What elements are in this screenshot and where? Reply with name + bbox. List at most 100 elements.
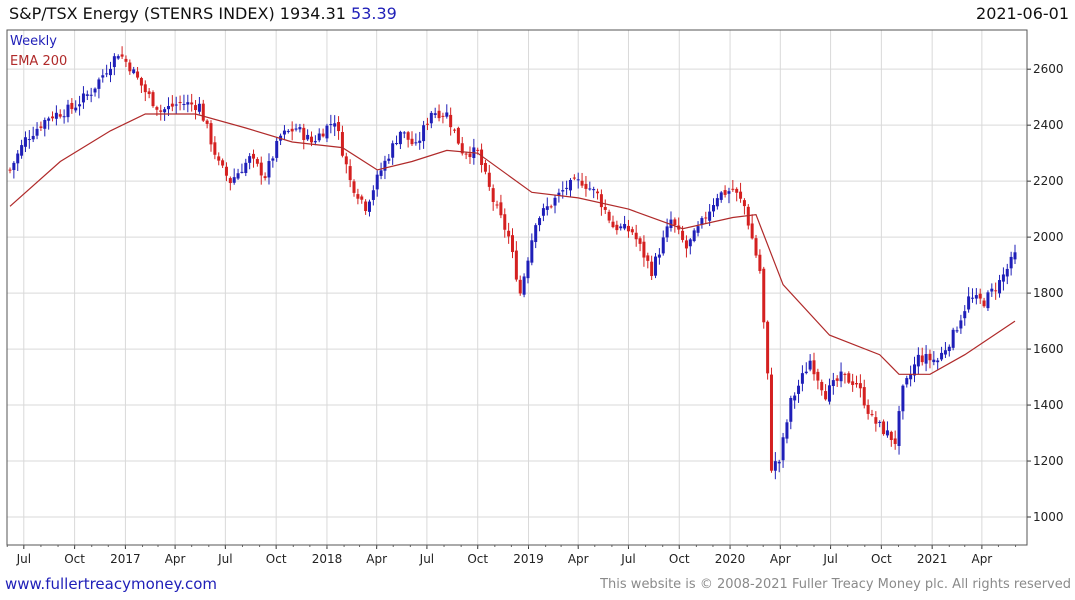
candle-body [596,191,600,194]
candle-body [592,189,596,191]
candle-body [754,238,758,256]
x-tick-label: Jul [419,552,434,566]
candle-body [39,126,43,128]
candle-body [360,196,364,200]
candle-body [793,395,797,401]
candle-body [990,288,994,292]
candle-body [487,172,491,187]
candle-body [700,218,704,225]
candle-body [681,230,685,240]
candle-body [885,430,889,436]
candle-body [352,181,356,193]
candle-body [317,133,321,141]
candle-body [804,371,808,374]
site-link[interactable]: www.fullertreacymoney.com [5,575,218,593]
candle-body [364,201,368,212]
candle-body [831,380,835,387]
candle-body [383,160,387,171]
candle-body [669,219,673,229]
candle-body [708,211,712,221]
candle-body [665,226,669,238]
candle-body [951,329,955,348]
candle-body [762,268,766,323]
candle-body [325,125,329,139]
candle-body [93,88,97,93]
title-text: S&P/TSX Energy (STENRS INDEX) 1934.31 [9,4,346,23]
candle-body [410,138,414,145]
candle-body [855,383,859,385]
candle-body [967,296,971,310]
x-tick-label: Oct [871,552,892,566]
candle-body [970,297,974,299]
chart-title: S&P/TSX Energy (STENRS INDEX) 1934.31 53… [9,4,397,23]
candle-body [1009,256,1013,269]
candle-body [696,226,700,233]
candle-body [453,129,457,131]
candle-body [866,405,870,414]
candle-body [429,112,433,124]
y-tick-label: 2200 [1033,174,1064,188]
candle-body [290,128,294,132]
candle-body [731,188,735,190]
candle-body [422,125,426,142]
candle-body [913,364,916,376]
candle-body [882,421,886,435]
candle-body [959,320,963,329]
candle-body [333,123,337,127]
candle-body [553,197,557,206]
candle-body [391,143,395,158]
candle-body [8,169,12,171]
candle-body [619,226,623,229]
candle-body [47,118,51,121]
candle-body [518,279,522,294]
candle-body [263,176,267,179]
y-tick-label: 2400 [1033,118,1064,132]
y-tick-label: 1200 [1033,454,1064,468]
candle-body [418,140,422,143]
candle-body [313,141,317,143]
x-tick-label: Apr [165,552,186,566]
candle-body [109,68,112,76]
candle-body [398,131,402,145]
candle-body [221,160,225,166]
candle-body [777,461,781,464]
candle-body [750,223,754,239]
ema-line-group [9,113,1016,375]
candle-body [178,102,182,104]
candle-body [213,142,217,155]
candle-body [456,127,460,144]
candle-body [630,229,634,233]
x-tick-label: Jul [620,552,635,566]
candle-body [940,352,944,360]
candle-body [375,174,379,190]
candle-body [565,187,569,189]
axes: 1000 1200 1400 1600 1800 2000 2200 2400 2600 Jul O… [6,29,1064,566]
x-tick-label: Jul [822,552,837,566]
candle-body [166,105,170,110]
candle-body [947,346,951,352]
candle-body [120,54,124,57]
candle-body [414,142,418,144]
candle-body [654,256,658,276]
candle-body [538,218,542,226]
candle-body [499,202,503,216]
candle-body [337,122,341,132]
candle-body [139,78,143,86]
x-tick-label: Apr [770,552,791,566]
candle-body [897,411,901,446]
y-tick-label: 2000 [1033,230,1064,244]
candle-body [78,104,82,107]
candle-body [217,156,221,161]
candle-body [503,214,507,230]
candle-body [878,421,882,423]
grid [7,30,1027,545]
candle-body [758,254,762,271]
candle-body [955,330,959,332]
candle-body [727,191,731,194]
candle-body [893,438,897,444]
candle-body [858,383,862,389]
x-tick-label: 2019 [513,552,544,566]
candle-body [507,230,511,237]
candle-body [286,130,290,132]
